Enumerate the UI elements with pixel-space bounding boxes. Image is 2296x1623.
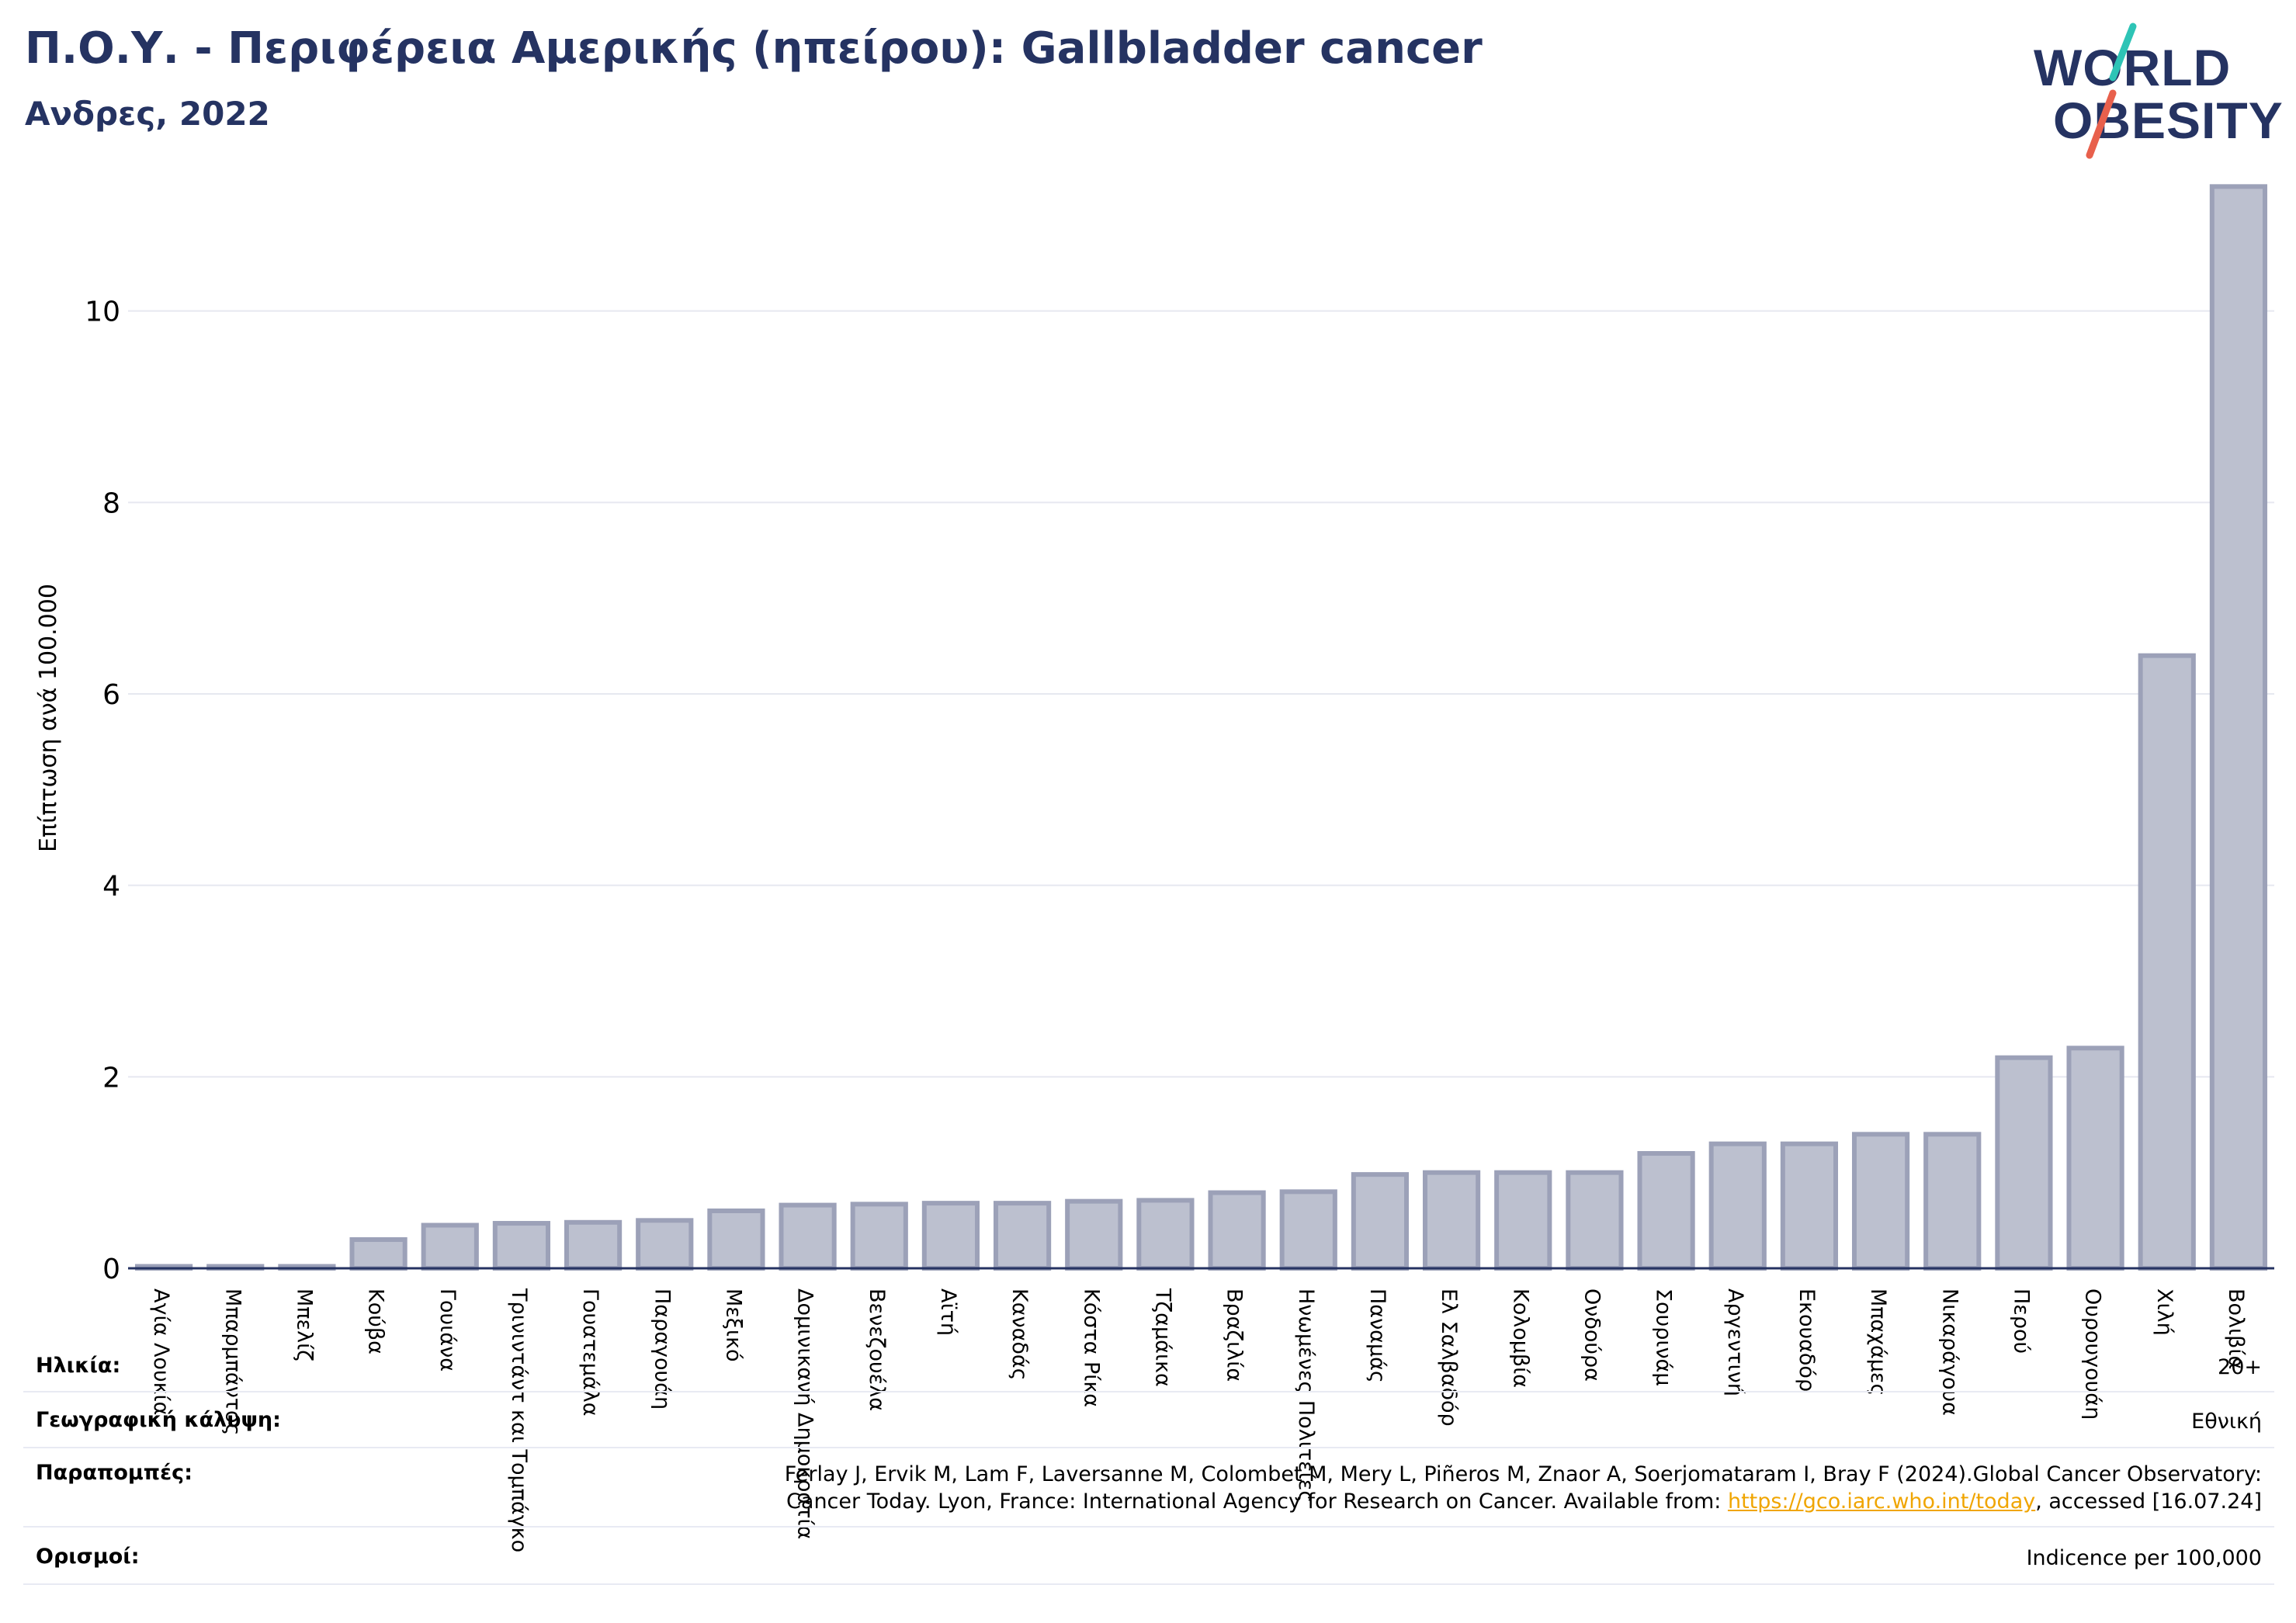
bar [1780,1141,1839,1271]
x-tick-label: Σουρινάμ [1652,1288,1676,1386]
definitions-row: Ορισμοί: Indicence per 100,000 [23,1528,2274,1585]
x-tick-label: Περού [2009,1288,2033,1354]
bar [1923,1132,1982,1271]
x-tick-label: Μπελίζ [292,1288,316,1361]
x-tick-label: Δομινικανή Δημοκρατία [793,1288,817,1539]
logo-slash-orange [2086,89,2117,159]
bar [1637,1151,1695,1271]
bar [1566,1170,1624,1271]
x-tick-label: Κολομβία [1508,1288,1532,1388]
y-tick-label: 8 [102,487,120,519]
x-tick-label: Γουατεμάλα [578,1288,602,1417]
bar [1995,1055,2053,1271]
x-tick-label: Αϊτή [936,1288,960,1336]
bar [492,1221,551,1271]
bar [1494,1170,1552,1271]
bar [1136,1198,1195,1271]
bar [2066,1046,2124,1271]
bar [636,1218,694,1271]
coverage-value: Εθνική [2191,1410,2262,1434]
x-tick-label: Χιλή [2152,1288,2176,1336]
x-tick-label: Παναμάς [1365,1288,1389,1383]
x-tick-label: Τζαμάικα [1150,1288,1174,1387]
references-line-1: Ferlay J, Ervik M, Lam F, Laversanne M, … [784,1462,2262,1486]
y-tick-label: 0 [102,1254,120,1285]
bar [564,1219,623,1271]
x-tick-label: Βολιβία [2224,1288,2248,1369]
references-row: Παραπομπές: Ferlay J, Ervik M, Lam F, La… [23,1448,2274,1528]
logo-word-world: WORLD [2034,39,2231,96]
x-tick-label: Εκουαδόρ [1795,1288,1819,1392]
x-tick-label: Μεξικό [721,1288,745,1362]
bar [1851,1132,1910,1271]
age-value: 20+ [2218,1355,2262,1379]
x-tick-label: Καναδάς [1008,1288,1032,1381]
x-tick-label: Αγία Λουκία [149,1288,173,1415]
bar [1279,1189,1337,1271]
x-tick-label: Νικαράγουα [1937,1288,1961,1416]
bars [134,184,2268,1271]
age-label: Ηλικία: [36,1354,121,1378]
bar [2138,653,2196,1271]
bar [779,1202,837,1271]
y-tick-label: 4 [102,871,120,903]
x-tick-label: Βραζιλία [1223,1288,1247,1382]
x-tick-label: Κούβα [364,1288,388,1354]
age-row: Ηλικία: 20+ [23,1337,2274,1392]
bar [2209,184,2268,1271]
chart-title: Π.Ο.Υ. - Περιφέρεια Αμερικής (ηπείρου): … [25,23,1483,74]
x-tick-label: Ελ Σαλβαδόρ [1437,1288,1461,1427]
x-tick-label: Μπαρμπάντος [220,1288,245,1435]
x-tick-label: Αργεντινή [1723,1288,1747,1396]
references-line-2-end: , accessed [16.07.24] [2035,1489,2262,1514]
references-line-2-text: Cancer Today. Lyon, France: Internationa… [786,1489,1728,1514]
bar [921,1201,980,1271]
x-tick-label: Βενεζουέλα [865,1288,889,1411]
references-link[interactable]: https://gco.iarc.who.int/today [1727,1489,2036,1514]
y-tick-labels: 0 2 4 6 8 10 [85,297,120,1285]
references-label: Παραπομπές: [36,1461,192,1485]
coverage-row: Γεωγραφική κάλυψη: Εθνική [23,1392,2274,1448]
x-tick-labels: Αγία Λουκία Μπαρμπάντος Μπελίζ Κούβα Γουιάνα… [149,1288,2248,1552]
x-tick-label: Γουιάνα [435,1288,460,1372]
world-obesity-logo: WORLD OBESITY [2034,23,2284,159]
y-tick-label: 2 [102,1062,120,1094]
references-text: Ferlay J, Ervik M, Lam F, Laversanne M, … [785,1461,2262,1515]
definitions-label: Ορισμοί: [36,1545,140,1569]
x-tick-label: Ηνωμένες Πολιτείες [1294,1288,1318,1503]
bar [349,1237,408,1271]
bar [1422,1170,1481,1271]
logo-slash-teal [2109,23,2137,81]
bar [1708,1141,1767,1271]
grid-lines [128,310,2274,1078]
references-line-2: Cancer Today. Lyon, France: Internationa… [785,1488,2262,1515]
x-tick-label: Μπαχάμες [1866,1288,1890,1396]
bar [1065,1198,1123,1271]
y-tick-label: 10 [85,297,120,328]
y-tick-label: 6 [102,679,120,711]
bar [421,1222,479,1271]
x-tick-label: Ονδούρα [1580,1288,1604,1382]
logo-word-obesity: OBESITY [2053,92,2284,149]
bar [1208,1190,1266,1271]
x-tick-label: Κόστα Ρίκα [1079,1288,1103,1407]
x-tick-label: Ουρουγουάη [2081,1288,2105,1420]
y-axis-label: Επίπτωση ανά 100.000 [35,584,62,852]
bar [707,1209,765,1271]
definitions-value: Indicence per 100,000 [2026,1546,2262,1570]
chart-subtitle: Ανδρες, 2022 [25,95,270,133]
bar [1351,1172,1410,1271]
bar [993,1201,1052,1271]
x-tick-label: Παραγουάη [650,1288,674,1410]
x-tick-label: Τρινιντάντ και Τομπάγκο [507,1288,531,1552]
coverage-label: Γεωγραφική κάλυψη: [36,1408,281,1432]
bar [850,1202,908,1271]
